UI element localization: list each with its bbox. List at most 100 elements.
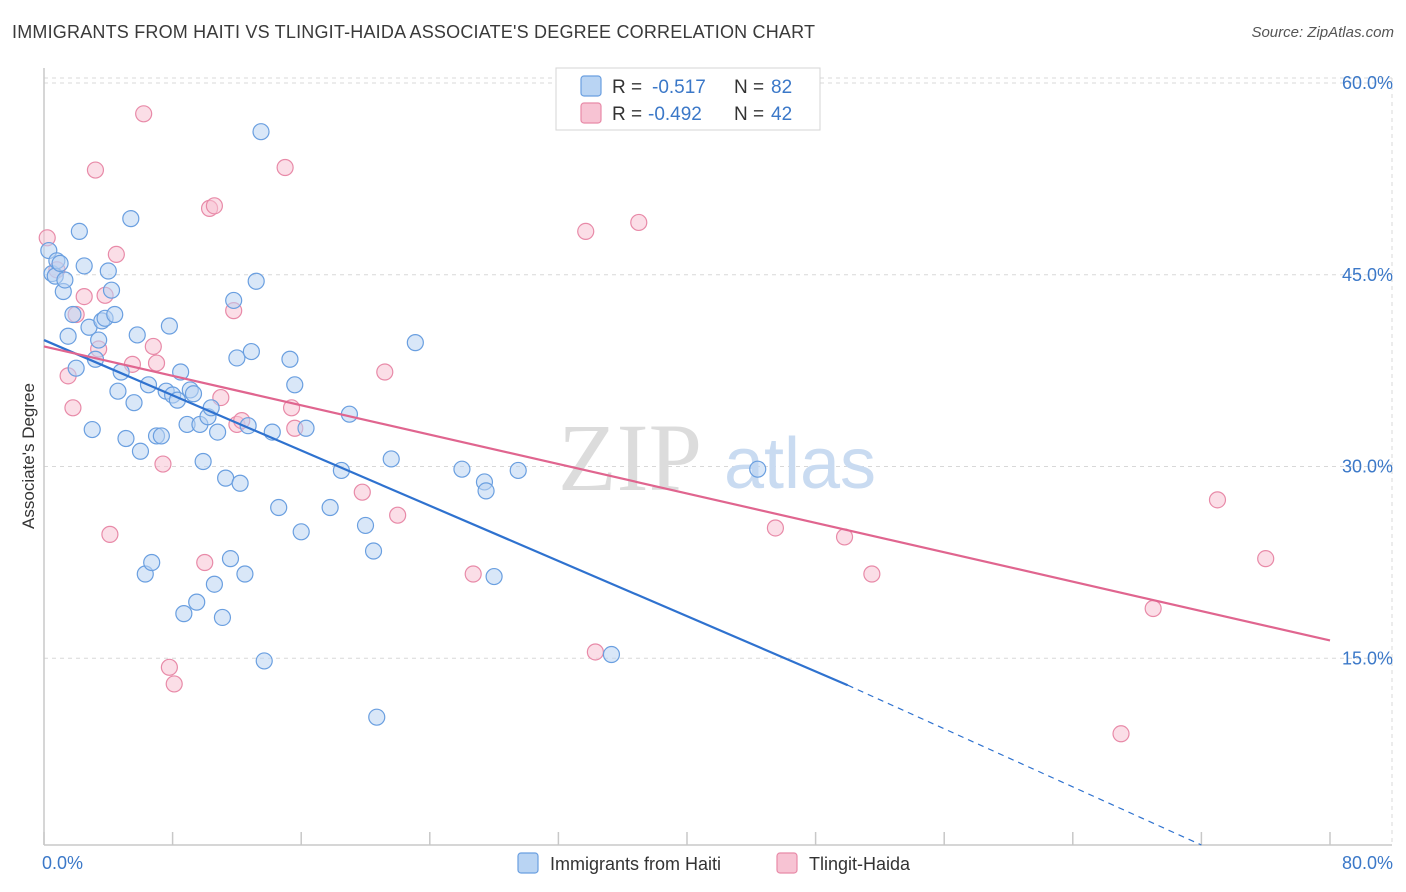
haiti-point-9 bbox=[67, 359, 85, 377]
tlingit-point-40 bbox=[1208, 491, 1227, 509]
haiti-point-65 bbox=[292, 523, 310, 541]
tlingit-point-35 bbox=[766, 519, 785, 537]
haiti-point-13 bbox=[83, 420, 101, 439]
haiti-point-20 bbox=[106, 305, 124, 324]
legend-n-label-2: N = bbox=[734, 104, 764, 125]
tlingit-point-13 bbox=[144, 337, 162, 356]
tlingit-point-28 bbox=[353, 483, 371, 501]
haiti-point-79 bbox=[509, 461, 527, 480]
haiti-point-57 bbox=[242, 342, 260, 361]
tlingit-point-32 bbox=[577, 222, 595, 240]
correlation-legend: R = -0.517 N = 82 R = -0.492 N = 42 bbox=[555, 67, 821, 131]
haiti-point-42 bbox=[188, 593, 206, 611]
haiti-point-24 bbox=[122, 210, 140, 228]
source-label: Source: ZipAtlas.com bbox=[1251, 24, 1394, 41]
haiti-point-23 bbox=[117, 429, 135, 448]
tlingit-trend-line bbox=[43, 345, 1331, 642]
y-axis-title: Associate's Degree bbox=[19, 383, 38, 529]
axes bbox=[43, 68, 1392, 846]
haiti-point-49 bbox=[213, 608, 232, 627]
y-tick-label-30: 30.0% bbox=[1342, 457, 1393, 477]
haiti-point-71 bbox=[364, 542, 383, 560]
haiti-point-4 bbox=[51, 254, 69, 272]
y-tick-label-60: 60.0% bbox=[1342, 73, 1393, 93]
watermark: ZIP atlas bbox=[558, 404, 876, 511]
tlingit-point-3 bbox=[64, 399, 82, 417]
tlingit-point-38 bbox=[1112, 725, 1130, 743]
haiti-point-51 bbox=[221, 550, 240, 568]
legend-r-value-2: -0.492 bbox=[648, 104, 702, 125]
tlingit-point-25 bbox=[276, 158, 294, 177]
legend-n-label-1: N = bbox=[734, 77, 764, 98]
haiti-point-48 bbox=[209, 423, 227, 441]
haiti-point-53 bbox=[228, 349, 246, 367]
haiti-point-18 bbox=[99, 262, 117, 280]
legend-r-label-2: R = bbox=[612, 104, 642, 125]
haiti-point-27 bbox=[131, 442, 150, 460]
tlingit-point-37 bbox=[863, 565, 881, 583]
haiti-point-55 bbox=[236, 565, 254, 583]
tlingit-point-20 bbox=[205, 197, 223, 215]
haiti-point-58 bbox=[247, 272, 265, 290]
haiti-point-47 bbox=[205, 575, 223, 593]
tlingit-point-30 bbox=[389, 506, 407, 524]
haiti-trend-line bbox=[43, 339, 849, 687]
watermark-atlas: atlas bbox=[724, 424, 876, 504]
tlingit-point-15 bbox=[154, 455, 172, 473]
haiti-point-6 bbox=[56, 271, 74, 289]
tlingit-point-29 bbox=[376, 363, 394, 381]
series-legend: Immigrants from Haiti Tlingit-Haida bbox=[517, 852, 911, 874]
haiti-point-60 bbox=[255, 652, 273, 670]
haiti-point-44 bbox=[194, 452, 212, 471]
bottom-legend-swatch-tlingit bbox=[776, 852, 798, 874]
haiti-point-41 bbox=[184, 385, 203, 403]
y-tick-label-15: 15.0% bbox=[1342, 648, 1393, 668]
tlingit-point-6 bbox=[86, 161, 105, 179]
tlingit-point-9 bbox=[101, 525, 119, 543]
haiti-point-74 bbox=[406, 334, 424, 352]
bottom-legend-label-tlingit: Tlingit-Haida bbox=[809, 854, 911, 874]
trend-lines bbox=[43, 339, 1331, 846]
haiti-point-73 bbox=[382, 450, 400, 468]
haiti-point-19 bbox=[102, 281, 121, 299]
haiti-point-32 bbox=[152, 427, 170, 445]
legend-r-value-1: -0.517 bbox=[652, 77, 706, 98]
haiti-point-67 bbox=[321, 498, 339, 517]
haiti-point-80 bbox=[602, 645, 621, 664]
bottom-legend-label-haiti: Immigrants from Haiti bbox=[550, 854, 721, 874]
tlingit-point-16 bbox=[160, 658, 178, 676]
tlingit-point-34 bbox=[630, 213, 648, 232]
haiti-point-63 bbox=[281, 350, 299, 368]
haiti-point-81 bbox=[749, 460, 767, 478]
tlingit-point-31 bbox=[464, 565, 482, 583]
tick-labels: 15.0% 30.0% 45.0% 60.0% 0.0% 80.0% bbox=[42, 73, 1393, 873]
tlingit-point-14 bbox=[147, 354, 166, 372]
haiti-point-77 bbox=[477, 482, 495, 500]
haiti-point-38 bbox=[175, 605, 193, 623]
tlingit-point-41 bbox=[1257, 550, 1275, 568]
grid-lines bbox=[44, 77, 1393, 845]
legend-n-value-2: 42 bbox=[771, 104, 792, 125]
haiti-point-10 bbox=[70, 222, 88, 240]
haiti-point-78 bbox=[485, 567, 503, 586]
tlingit-point-5 bbox=[75, 287, 93, 306]
tlingit-point-17 bbox=[165, 675, 183, 693]
haiti-point-26 bbox=[128, 326, 146, 344]
legend-swatch-haiti bbox=[580, 75, 602, 97]
tlingit-point-18 bbox=[196, 553, 214, 572]
haiti-point-75 bbox=[453, 460, 471, 478]
legend-n-value-1: 82 bbox=[771, 77, 792, 98]
haiti-point-54 bbox=[231, 474, 249, 492]
x-tick-label-max: 80.0% bbox=[1342, 853, 1393, 873]
legend-swatch-tlingit bbox=[580, 102, 602, 124]
x-tick-label-min: 0.0% bbox=[42, 853, 83, 873]
haiti-point-52 bbox=[225, 291, 243, 310]
haiti-point-72 bbox=[368, 708, 386, 726]
haiti-point-11 bbox=[75, 257, 93, 275]
chart-title: IMMIGRANTS FROM HAITI VS TLINGIT-HAIDA A… bbox=[12, 22, 816, 42]
tlingit-point-12 bbox=[135, 105, 153, 123]
haiti-point-66 bbox=[297, 419, 315, 437]
haiti-point-15 bbox=[90, 331, 108, 349]
haiti-point-59 bbox=[252, 123, 270, 141]
